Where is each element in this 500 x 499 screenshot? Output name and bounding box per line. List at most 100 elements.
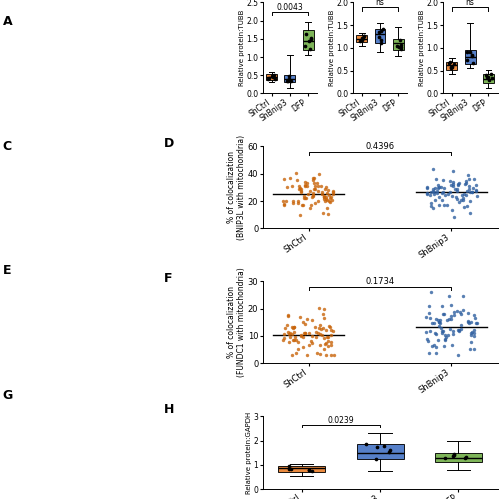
Point	[311, 182, 319, 190]
Point	[320, 305, 328, 313]
Point	[306, 187, 314, 195]
PathPatch shape	[284, 75, 296, 82]
Point	[307, 34, 315, 42]
Y-axis label: % of colocalization
(FUNDC1 with mitochondria): % of colocalization (FUNDC1 with mitocho…	[227, 267, 246, 377]
Point	[292, 349, 300, 357]
Point	[461, 180, 469, 188]
Point	[436, 324, 444, 332]
Point	[379, 25, 387, 33]
PathPatch shape	[464, 50, 475, 64]
Point	[329, 188, 337, 196]
Point	[438, 302, 446, 310]
Point	[280, 175, 288, 183]
Point	[322, 339, 330, 347]
Point	[327, 338, 335, 346]
Point	[440, 184, 448, 192]
Point	[314, 187, 322, 195]
Point	[435, 318, 443, 326]
Point	[306, 337, 314, 345]
Point	[322, 193, 330, 201]
Point	[392, 42, 400, 50]
Y-axis label: Relative protein:GAPDH: Relative protein:GAPDH	[246, 412, 252, 494]
Point	[471, 314, 479, 322]
Point	[426, 191, 434, 199]
Point	[441, 455, 449, 463]
Point	[380, 442, 388, 450]
Point	[314, 324, 322, 332]
Point	[466, 197, 474, 205]
Point	[434, 316, 442, 324]
Point	[323, 196, 331, 204]
Point	[446, 189, 454, 197]
Point	[270, 71, 278, 79]
Point	[286, 72, 294, 80]
Point	[296, 313, 304, 321]
Point	[450, 60, 458, 68]
Point	[450, 180, 458, 188]
Point	[291, 333, 299, 341]
Point	[294, 338, 302, 346]
Point	[358, 36, 366, 44]
Point	[321, 340, 329, 348]
Point	[484, 76, 492, 84]
Point	[328, 326, 336, 334]
Point	[451, 185, 459, 193]
Point	[320, 186, 328, 194]
Point	[328, 196, 336, 204]
Point	[360, 32, 368, 40]
Point	[284, 311, 292, 319]
Point	[298, 201, 306, 209]
Point	[432, 176, 440, 184]
Point	[457, 321, 465, 329]
Point	[484, 72, 492, 80]
Point	[434, 318, 442, 326]
Point	[374, 33, 382, 41]
Point	[306, 466, 314, 474]
Point	[373, 443, 381, 451]
Point	[297, 332, 305, 340]
Point	[434, 181, 442, 189]
Point	[326, 323, 334, 331]
Point	[460, 190, 468, 198]
Point	[322, 351, 330, 359]
Point	[312, 333, 320, 341]
Point	[428, 318, 436, 326]
Point	[318, 190, 326, 198]
Point	[487, 70, 495, 78]
Point	[285, 75, 293, 83]
Point	[299, 343, 307, 351]
Point	[282, 183, 290, 191]
Point	[310, 174, 318, 182]
Point	[315, 304, 323, 312]
Point	[450, 311, 458, 319]
Text: 0.1734: 0.1734	[366, 277, 394, 286]
Point	[300, 194, 308, 202]
Point	[308, 332, 316, 340]
Point	[372, 455, 380, 463]
Point	[360, 32, 368, 40]
Point	[296, 182, 304, 190]
Point	[318, 310, 326, 318]
Point	[302, 179, 310, 187]
Point	[428, 165, 436, 173]
Point	[463, 56, 471, 64]
Point	[429, 187, 437, 195]
Point	[305, 329, 313, 337]
Point	[326, 191, 334, 199]
Point	[440, 342, 448, 350]
Point	[328, 351, 336, 359]
Point	[300, 329, 308, 337]
Point	[450, 214, 458, 222]
Point	[446, 58, 454, 66]
Point	[465, 175, 473, 183]
Point	[284, 338, 292, 346]
Point	[468, 51, 475, 59]
Point	[314, 197, 322, 205]
Point	[423, 189, 431, 197]
Point	[301, 320, 309, 328]
Point	[428, 188, 436, 196]
Point	[322, 195, 330, 203]
Point	[307, 35, 315, 43]
Point	[438, 189, 446, 197]
Point	[307, 201, 315, 209]
